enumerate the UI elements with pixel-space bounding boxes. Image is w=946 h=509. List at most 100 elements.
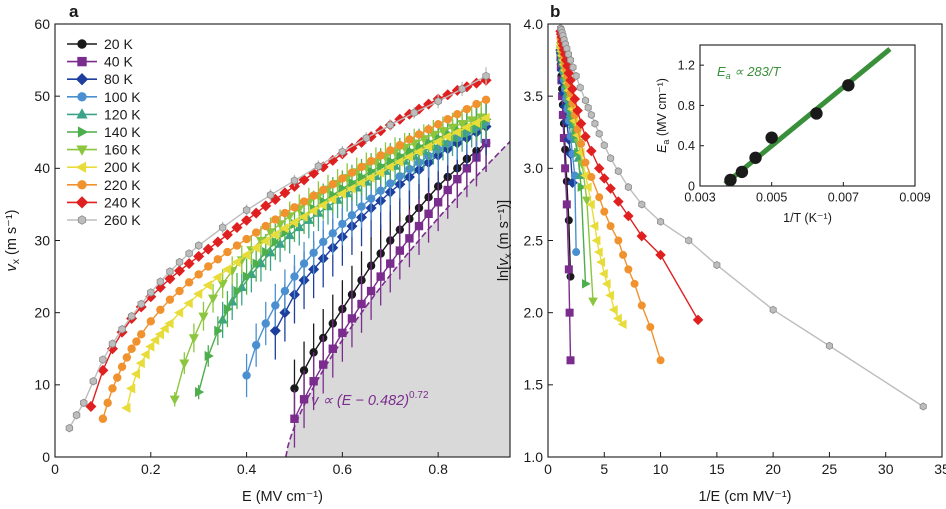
data-point xyxy=(395,141,405,150)
data-point xyxy=(175,257,184,267)
x-tick-label-0-005: 0.005 xyxy=(756,191,787,205)
data-point xyxy=(593,247,603,257)
data-point xyxy=(624,265,633,274)
series-260-k xyxy=(556,24,927,411)
legend-marker xyxy=(76,108,88,119)
data-point xyxy=(566,56,575,65)
data-point xyxy=(598,268,608,279)
legend-label: 80 K xyxy=(104,71,133,87)
data-point xyxy=(317,200,327,211)
data-point xyxy=(586,199,595,210)
data-point xyxy=(376,151,385,160)
data-point xyxy=(338,174,347,183)
data-point xyxy=(646,323,655,332)
data-point xyxy=(173,307,184,318)
data-point xyxy=(154,329,164,340)
data-point xyxy=(375,167,385,178)
y-tick-label-1-2: 1.2 xyxy=(678,59,695,73)
data-point xyxy=(433,198,443,207)
data-point xyxy=(156,277,165,286)
data-point xyxy=(607,154,615,163)
data-point xyxy=(470,77,482,89)
x-axis-label: 1/E (cm MV⁻¹) xyxy=(698,489,791,505)
x-tick-label-35: 35 xyxy=(934,461,946,477)
data-point xyxy=(271,236,281,247)
data-point xyxy=(613,313,622,324)
data-point xyxy=(299,395,309,404)
data-point xyxy=(575,118,587,129)
data-point xyxy=(482,71,490,81)
data-point xyxy=(233,285,243,297)
fit-shaded-region xyxy=(285,141,510,457)
data-point xyxy=(299,259,309,268)
y-tick-label-1-0: 1.0 xyxy=(524,449,544,465)
y-tick-label-3-5: 3.5 xyxy=(524,88,544,104)
data-point xyxy=(149,335,160,346)
data-point xyxy=(346,183,356,194)
data-point xyxy=(405,234,414,243)
data-point xyxy=(433,120,443,129)
data-point xyxy=(599,173,610,184)
legend-marker xyxy=(75,161,87,173)
data-point xyxy=(422,141,433,152)
y-tick-label-40: 40 xyxy=(34,160,50,176)
data-point xyxy=(208,294,219,304)
panel-b-chart: 0 5 10 15 20 25 30 35 1.0 1.5 2.0 2.5 3.0 3.5 4.0 1/E (… xyxy=(496,16,946,505)
data-point xyxy=(121,402,131,413)
legend-item-240-k: 240 K xyxy=(67,194,141,210)
data-point xyxy=(386,259,395,268)
x-tick-label-0-6: 0.6 xyxy=(333,461,353,477)
x-tick-label-15: 15 xyxy=(709,461,725,477)
data-point xyxy=(328,229,337,238)
data-point xyxy=(127,312,136,321)
data-point xyxy=(250,242,260,253)
data-point xyxy=(587,110,595,119)
data-point xyxy=(327,194,337,205)
data-point xyxy=(347,211,357,220)
data-point xyxy=(569,93,581,105)
data-point xyxy=(586,145,597,157)
data-point xyxy=(461,122,471,133)
inset-point xyxy=(724,173,737,187)
data-point xyxy=(298,174,310,186)
data-point xyxy=(242,234,251,244)
data-point xyxy=(98,414,108,423)
legend-marker xyxy=(75,73,89,86)
data-point xyxy=(164,273,176,285)
data-point xyxy=(636,230,648,242)
data-point xyxy=(280,208,290,218)
y-tick-label-0-4: 0.4 xyxy=(678,139,695,153)
data-point xyxy=(577,182,587,192)
x-tick-label-5: 5 xyxy=(600,461,608,477)
data-point xyxy=(212,236,224,248)
data-point xyxy=(366,156,376,166)
data-point xyxy=(223,247,232,257)
data-point xyxy=(279,187,291,199)
legend-marker xyxy=(75,196,89,209)
data-point xyxy=(623,210,634,222)
legend-label: 20 K xyxy=(104,36,133,52)
inset-chart: 0.003 0.005 0.007 0.009 0 0.4 0.8 1.2 Ea ∝ 283/T… xyxy=(655,44,931,225)
data-point xyxy=(179,359,190,369)
data-point xyxy=(608,304,618,315)
data-point xyxy=(657,217,665,226)
data-point xyxy=(394,113,406,125)
y-tick-label-30: 30 xyxy=(34,232,50,248)
data-point xyxy=(395,246,405,255)
data-point xyxy=(595,193,604,202)
data-point xyxy=(424,125,433,134)
data-point xyxy=(290,272,299,281)
data-point xyxy=(656,356,665,365)
x-tick-label-10: 10 xyxy=(653,461,669,477)
data-point xyxy=(367,166,377,177)
data-point xyxy=(72,410,81,420)
plot-frame xyxy=(547,23,943,458)
data-point xyxy=(242,371,251,380)
legend-item-140-k: 140 K xyxy=(67,124,141,140)
data-point xyxy=(376,186,385,195)
data-point xyxy=(365,172,375,183)
legend-label: 240 K xyxy=(104,194,141,210)
data-point xyxy=(314,161,323,171)
data-point xyxy=(85,400,97,412)
data-point xyxy=(174,265,186,277)
